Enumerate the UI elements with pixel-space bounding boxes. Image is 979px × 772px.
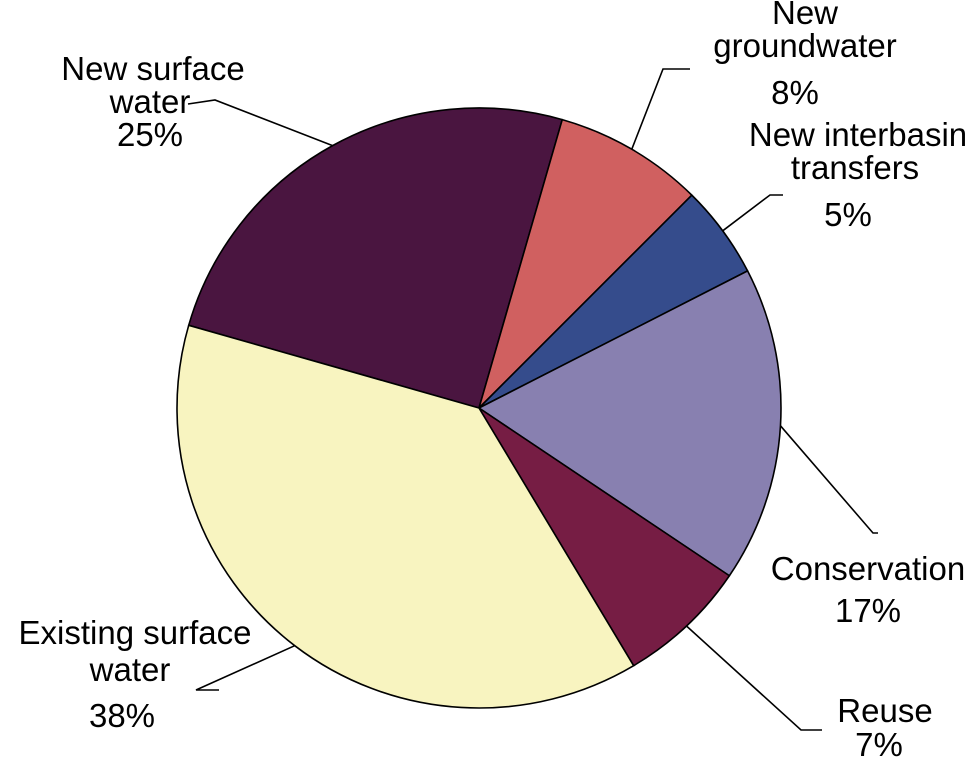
slice-value-label-3: 17% xyxy=(835,592,901,629)
leader-lines-layer xyxy=(187,68,878,731)
slice-name-label-4-line-0: Reuse xyxy=(837,692,932,729)
slice-name-label-2-line-0: New interbasin xyxy=(749,116,967,153)
slice-name-label-2-line-1: transfers xyxy=(791,149,919,186)
leader-line-0 xyxy=(187,99,333,147)
slice-value-label-5: 38% xyxy=(89,697,155,734)
slice-value-label-2: 5% xyxy=(824,196,872,233)
slice-name-label-5-line-0: Existing surface xyxy=(19,614,252,651)
slice-name-label-5-line-1: water xyxy=(89,651,171,688)
slices-layer xyxy=(176,107,782,709)
pie-slice-4 xyxy=(478,407,731,667)
pie-slice-3 xyxy=(478,270,782,577)
pie-slice-5 xyxy=(176,324,635,709)
slice-value-label-1: 8% xyxy=(771,74,819,111)
slice-name-label-3-line-0: Conservation xyxy=(771,550,965,587)
leader-line-3 xyxy=(779,425,878,534)
slice-name-label-1-line-0: New xyxy=(772,0,838,31)
leader-line-4 xyxy=(685,625,822,731)
leader-line-2 xyxy=(722,194,783,232)
pie-slice-1 xyxy=(478,118,693,409)
slice-name-label-1-line-1: groundwater xyxy=(713,27,896,64)
leader-line-1 xyxy=(631,68,690,150)
pie-slice-0 xyxy=(187,107,564,409)
slice-name-label-0-line-1: water xyxy=(109,83,191,120)
slice-name-label-0-line-0: New surface xyxy=(61,50,244,87)
slice-value-label-4: 7% xyxy=(855,726,903,763)
leader-line-5 xyxy=(195,644,296,691)
slice-value-label-0: 25% xyxy=(117,116,183,153)
